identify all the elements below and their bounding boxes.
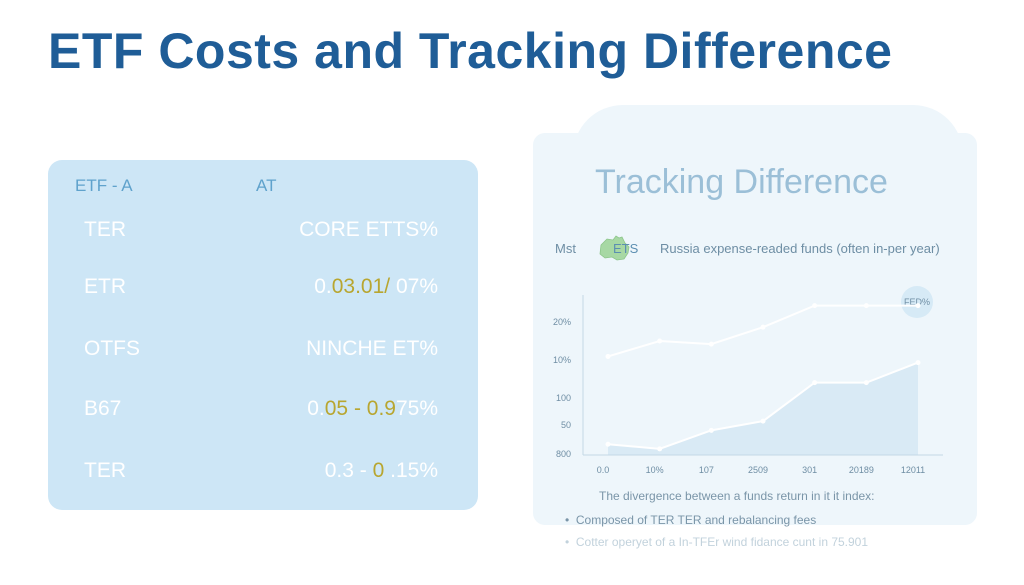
data-point [812,380,818,386]
table-row: TER 0.3 - 0 .15% [48,459,478,489]
data-point [863,380,869,386]
chart-caption: The divergence between a funds return in… [599,489,875,503]
row-value-highlight: 0 [372,459,385,482]
bullet-item: • Cotter operyet of a In-TFEr wind fidan… [565,535,869,549]
x-tick-label: 12011 [901,465,925,475]
x-tick-label: 10% [646,465,664,475]
row-value-part: 75% [395,397,438,420]
x-tick-label: 107 [699,465,714,475]
panel-title: Tracking Difference [595,163,888,201]
y-tick-label: 20% [553,317,571,327]
row-value: 0.03.01/ 07% [314,275,438,299]
data-point [657,338,663,344]
row-key: ETR [84,275,126,298]
data-point [915,303,921,309]
data-point [915,360,921,366]
data-point [708,427,714,433]
row-value-part: 0. [307,397,325,420]
table-header-at: AT [256,176,277,195]
legend-series-label: ETS [613,241,639,256]
map-of-australia-icon [599,235,630,261]
row-value-part: .15% [384,459,438,482]
row-value: 0.05 - 0.975% [307,397,438,421]
x-tick-label: 0.0 [597,465,610,475]
bullet-item: • Composed of TER TER and rebalancing fe… [565,513,817,527]
y-tick-label: 10% [553,355,571,365]
data-point [812,303,818,309]
tracking-difference-chart: FED% 20% 10% 100 50 800 0.0 10% 107 2509 301 20189… [553,286,943,475]
row-value-part: 0. [314,275,332,298]
data-point [760,324,766,330]
data-point [708,341,714,347]
legend-description: Russia expense-readed funds (often in-pe… [660,241,940,256]
y-tick-label: 100 [556,393,571,403]
x-tick-label: 20189 [849,465,874,475]
row-key: TER [84,218,126,241]
row-key: B67 [84,397,122,420]
badge-circle [901,286,933,318]
table-row: TER CORE ETTS% [48,218,478,248]
data-point [657,446,663,452]
tracking-difference-card: Tracking Difference Mst ETS Russia expen… [533,133,977,549]
legend-prefix: Mst [555,241,576,256]
data-point [605,353,611,359]
bullet-text: Composed of TER TER and rebalancing fees [575,513,817,527]
data-point [760,418,766,424]
row-value-part: CORE ETTS% [299,218,438,241]
y-tick-label: 800 [556,449,571,459]
page-title: ETF Costs and Tracking Difference [48,23,893,79]
row-key: OTFS [84,337,140,360]
table-row: ETR 0.03.01/ 07% [48,275,478,305]
row-value: 0.3 - 0 .15% [325,459,438,483]
row-value-part: NINCHE ET% [306,337,438,360]
tracking-difference-panel: Tracking Difference Mst ETS Russia expen… [533,105,977,549]
series-line [607,304,918,358]
row-value: CORE ETTS% [299,218,438,242]
table-header-etf: ETF - A [75,176,133,195]
row-key: TER [84,459,126,482]
data-point [863,303,869,309]
row-value-highlight: 05 - 0.9 [324,397,396,420]
x-tick-label: 301 [802,465,817,475]
table-row: B67 0.05 - 0.975% [48,397,478,427]
series-area [608,362,918,455]
row-value: NINCHE ET% [306,337,438,361]
table-row: OTFS NINCHE ET% [48,337,478,367]
row-value-part: 07% [390,275,438,298]
chart-badge: FED% [904,297,930,307]
x-tick-label: 2509 [748,465,768,475]
y-tick-label: 50 [561,420,571,430]
row-value-highlight: 03.01/ [331,275,391,298]
etf-cost-table-card: ETF - A AT TER CORE ETTS% ETR 0.03.01/ 0… [48,160,478,510]
data-point [605,441,611,447]
row-value-part: 0.3 - [324,459,373,482]
bullet-text: Cotter operyet of a In-TFEr wind fidance… [575,535,869,549]
